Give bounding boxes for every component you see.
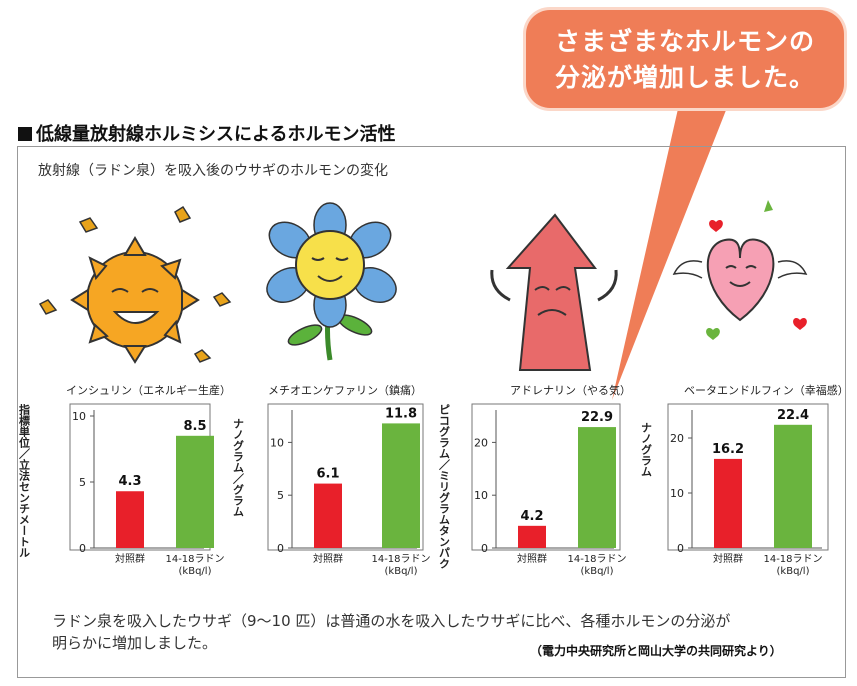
y-tick-label: 20 [670, 432, 684, 445]
bar-radon [774, 424, 812, 548]
flower-illustration-icon [266, 202, 397, 361]
y-tick-label: 0 [677, 542, 684, 555]
bar-value-label: 16.2 [712, 442, 744, 457]
y-tick-label: 0 [277, 542, 284, 555]
y-tick-label: 20 [474, 436, 488, 449]
y-tick-label: 0 [79, 542, 86, 555]
category-label: (kBq/l) [179, 566, 212, 577]
bar-value-label: 6.1 [316, 467, 339, 482]
sun-illustration-icon [38, 205, 232, 364]
chart-title: インシュリン（エネルギー生産） [66, 383, 231, 397]
category-label: 対照群 [115, 552, 145, 565]
y-tick-label: 10 [72, 410, 86, 423]
y-axis-label: ナノグラム [640, 422, 653, 477]
chart-title: メチオエンケファリン（鎮痛） [268, 383, 422, 397]
source-credit: （電力中央研究所と岡山大学の共同研究より） [530, 644, 782, 658]
footer-note: ラドン泉を吸入したウサギ（9～10 匹）は普通の水を吸入したウサギに比べ、各種ホ… [52, 610, 832, 654]
bar-value-label: 4.2 [520, 509, 543, 524]
bar-radon [176, 435, 214, 548]
footer-line-1: ラドン泉を吸入したウサギ（9～10 匹）は普通の水を吸入したウサギに比べ、各種ホ… [52, 612, 731, 630]
y-tick-label: 5 [79, 476, 86, 489]
y-tick-label: 0 [481, 542, 488, 555]
y-tick-label: 10 [474, 489, 488, 502]
category-label: (kBq/l) [385, 566, 418, 577]
bar-value-label: 4.3 [118, 474, 141, 489]
category-label: 14-18ラドン [567, 553, 626, 565]
footer-line-2: 明らかに増加しました。 [52, 634, 218, 652]
bar-radon [578, 427, 616, 548]
category-label: 対照群 [713, 552, 743, 565]
figure-subtitle: 放射線（ラドン泉）を吸入後のウサギのホルモンの変化 [38, 163, 388, 179]
chart-title: アドレナリン（やる気） [510, 383, 631, 397]
bar-value-label: 22.4 [777, 408, 809, 423]
heart-illustration-icon [672, 200, 808, 340]
y-tick-label: 10 [270, 436, 284, 449]
y-axis-label: ピコグラム／ミリグラムタンパク [438, 404, 451, 569]
chart-3: 0 10 20 4.2 対照群 22.9 14-18ラドン(kBq/l) アドレナリン（やる気… [438, 383, 632, 577]
category-label: (kBq/l) [777, 566, 810, 577]
category-label: 対照群 [517, 552, 547, 565]
speech-bubble-text: さまざまなホルモンの 分泌が増加しました。 [526, 24, 844, 96]
bar-control [116, 491, 144, 548]
bar-control [518, 525, 546, 548]
y-axis-label: ナノグラム／グラム [232, 418, 245, 517]
chart-title: ベータエンドルフィン（幸福感） [684, 383, 849, 397]
content-frame [17, 146, 846, 678]
bar-value-label: 11.8 [385, 406, 417, 421]
category-label: (kBq/l) [581, 566, 614, 577]
arrow-illustration-icon [490, 213, 618, 371]
speech-bubble [526, 10, 844, 108]
chart-2: 0 5 10 6.1 対照群 11.8 14-18ラドン(kBq/l) メチオエンケファリン（… [232, 383, 431, 577]
category-label: 14-18ラドン [165, 553, 224, 565]
y-axis-label: 指標単位／立法センチメートル [18, 403, 31, 558]
bar-control [714, 458, 742, 548]
bubble-line-2: 分泌が増加しました。 [554, 63, 815, 92]
heading-text: 低線量放射線ホルミシスによるホルモン活性 [36, 124, 396, 145]
square-bullet-icon [18, 127, 32, 141]
bar-value-label: 22.9 [581, 410, 613, 425]
chart-4: 0 10 20 16.2 対照群 22.4 14-18ラドン(kBq/l) ベータエンドルフィ… [640, 383, 849, 577]
chart-1: 0 5 10 4.3 対照群 8.5 14-18ラドン(kBq/l) インシュリン（エネルギー… [18, 383, 232, 577]
bar-control [314, 483, 342, 548]
bar-radon [382, 423, 420, 548]
section-heading: 低線量放射線ホルミシスによるホルモン活性 [18, 120, 395, 146]
category-label: 14-18ラドン [763, 553, 822, 565]
bar-value-label: 8.5 [183, 419, 206, 434]
category-label: 対照群 [313, 552, 343, 565]
y-tick-label: 10 [670, 487, 684, 500]
category-label: 14-18ラドン [371, 553, 430, 565]
y-tick-label: 5 [277, 489, 284, 502]
bubble-line-1: さまざまなホルモンの [554, 27, 815, 56]
